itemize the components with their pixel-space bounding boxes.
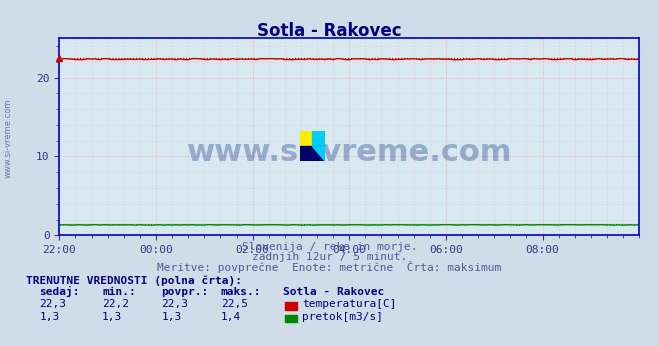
Text: 1,3: 1,3	[40, 312, 60, 322]
Text: 22,3: 22,3	[161, 299, 188, 309]
Text: 22,3: 22,3	[40, 299, 67, 309]
Polygon shape	[300, 146, 325, 161]
Text: 1,4: 1,4	[221, 312, 241, 322]
Text: temperatura[C]: temperatura[C]	[302, 299, 396, 309]
Text: www.si-vreme.com: www.si-vreme.com	[3, 99, 13, 178]
Text: 1,3: 1,3	[161, 312, 182, 322]
Text: sedaj:: sedaj:	[40, 286, 80, 297]
Text: Sotla - Rakovec: Sotla - Rakovec	[283, 287, 385, 297]
Bar	[312, 131, 325, 146]
Bar	[300, 131, 312, 146]
Text: Meritve: povprečne  Enote: metrične  Črta: maksimum: Meritve: povprečne Enote: metrične Črta:…	[158, 261, 501, 273]
Text: povpr.:: povpr.:	[161, 287, 209, 297]
Text: 1,3: 1,3	[102, 312, 123, 322]
Polygon shape	[312, 146, 325, 161]
Text: 22,5: 22,5	[221, 299, 248, 309]
Text: maks.:: maks.:	[221, 287, 261, 297]
Text: 22,2: 22,2	[102, 299, 129, 309]
Text: Slovenija / reke in morje.: Slovenija / reke in morje.	[242, 242, 417, 252]
Text: zadnjih 12ur / 5 minut.: zadnjih 12ur / 5 minut.	[252, 252, 407, 262]
Text: min.:: min.:	[102, 287, 136, 297]
Text: pretok[m3/s]: pretok[m3/s]	[302, 312, 383, 322]
Text: www.si-vreme.com: www.si-vreme.com	[186, 138, 512, 167]
Text: TRENUTNE VREDNOSTI (polna črta):: TRENUTNE VREDNOSTI (polna črta):	[26, 276, 243, 286]
Text: Sotla - Rakovec: Sotla - Rakovec	[257, 22, 402, 40]
